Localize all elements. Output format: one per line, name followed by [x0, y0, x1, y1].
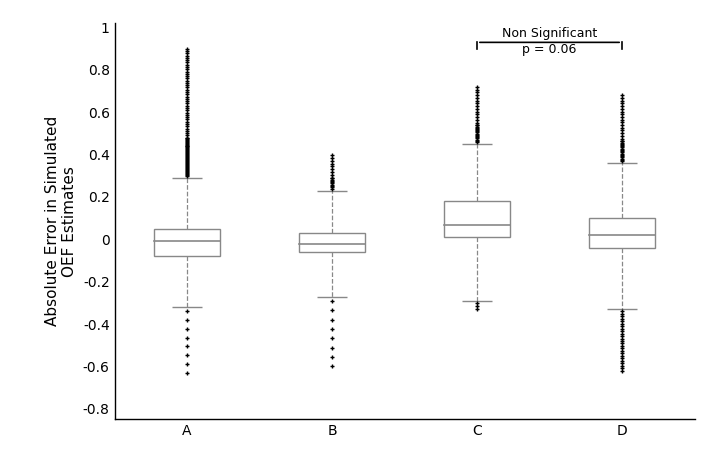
Bar	[299, 233, 364, 252]
Text: Non Significant: Non Significant	[502, 27, 597, 40]
Text: p = 0.06: p = 0.06	[523, 43, 576, 56]
Bar	[445, 201, 510, 237]
Y-axis label: Absolute Error in Simulated
OEF Estimates: Absolute Error in Simulated OEF Estimate…	[45, 116, 77, 327]
Bar	[589, 218, 654, 248]
Bar	[155, 229, 220, 256]
